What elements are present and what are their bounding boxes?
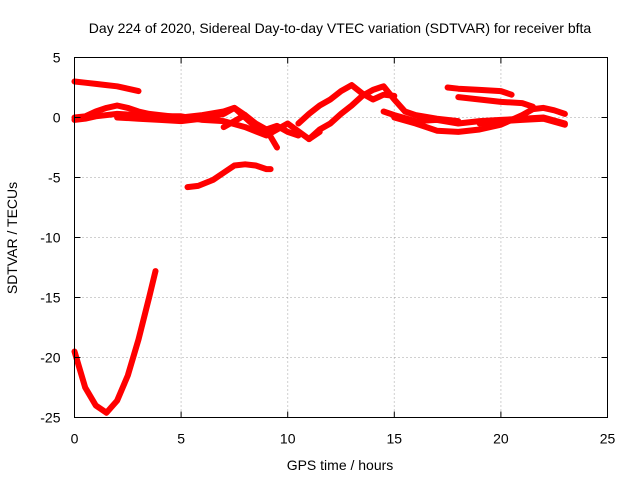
y-tick-label: 0 [53, 110, 61, 126]
y-axis-label: SDTVAR / TECUs [4, 182, 20, 294]
series-line-arc-7 [220, 112, 280, 151]
x-tick-label: 10 [280, 431, 296, 447]
x-tick-label: 25 [600, 431, 616, 447]
x-axis-label: GPS time / hours [287, 457, 394, 473]
y-tick-label: -25 [40, 410, 60, 426]
y-tick-label: 5 [53, 50, 61, 66]
x-tick-label: 20 [493, 431, 509, 447]
x-tick-label: 15 [387, 431, 403, 447]
x-tick-label: 5 [177, 431, 185, 447]
chart-title: Day 224 of 2020, Sidereal Day-to-day VTE… [89, 20, 592, 36]
y-tick-label: -15 [40, 290, 60, 306]
x-tick-label: 0 [71, 431, 79, 447]
data-series [71, 78, 568, 416]
series-line-arc-9 [306, 83, 462, 143]
series-line-arc-2 [71, 78, 142, 95]
series-line-arc-1 [71, 268, 159, 416]
y-tick-label: -20 [40, 350, 60, 366]
series-line-arc-13 [455, 94, 536, 110]
y-tick-label: -10 [40, 230, 60, 246]
series-line-arc-6 [184, 161, 274, 191]
series-line-arc-12 [444, 84, 515, 98]
series-line-arc-8 [295, 82, 398, 127]
y-tick-label: -5 [48, 170, 61, 186]
series-line-arc-14 [476, 115, 568, 128]
series-line-arc-5 [114, 104, 280, 137]
axis-ticks: 0 5 10 15 20 25 -25 -20 -15 -10 -5 0 5 [40, 50, 615, 447]
